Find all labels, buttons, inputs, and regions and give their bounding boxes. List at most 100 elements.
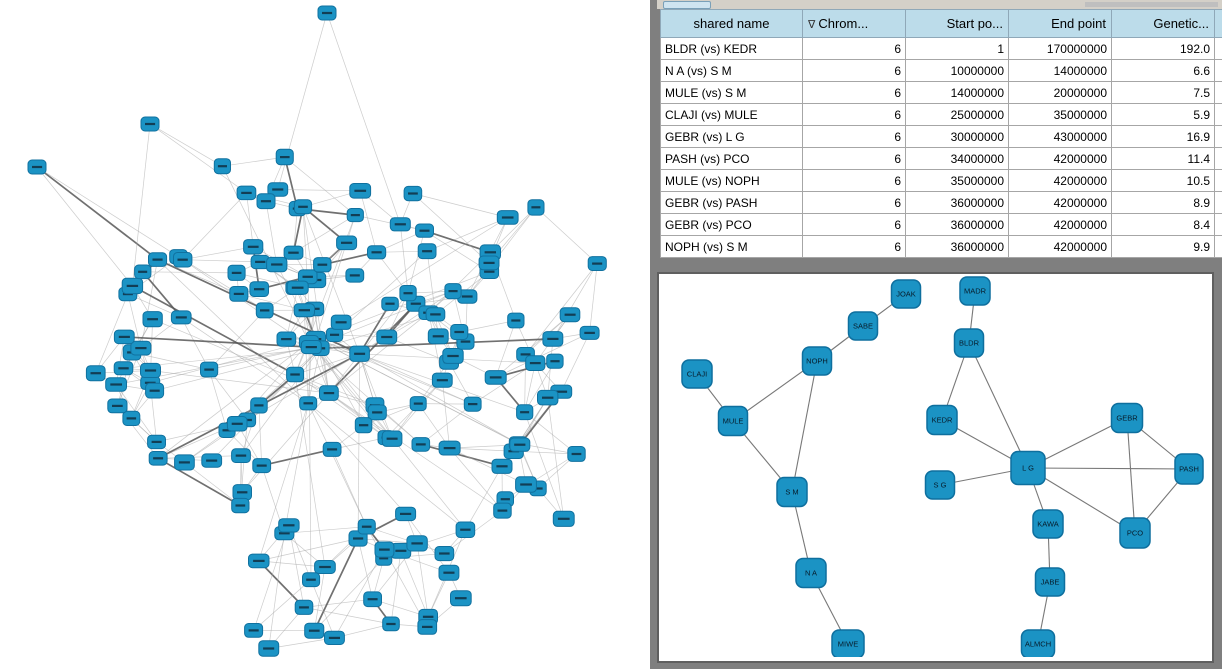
network-node[interactable]	[256, 193, 276, 210]
network-node[interactable]	[304, 622, 325, 639]
network-node[interactable]	[134, 264, 152, 280]
network-node[interactable]	[491, 458, 513, 474]
network-node[interactable]	[427, 328, 449, 345]
network-node[interactable]	[345, 268, 365, 283]
network-node[interactable]	[231, 497, 250, 514]
network-node[interactable]	[200, 361, 219, 378]
network-node[interactable]	[438, 440, 461, 456]
network-node[interactable]	[417, 619, 438, 635]
subnetwork-node-na[interactable]: N A	[795, 557, 827, 589]
column-header-end-point[interactable]: End point	[1008, 9, 1112, 38]
network-node[interactable]	[411, 437, 431, 452]
column-header-genetic-[interactable]: Genetic...	[1111, 9, 1215, 38]
network-node[interactable]	[140, 362, 161, 378]
subnetwork-node-bldr[interactable]: BLDR	[953, 328, 985, 358]
subnetwork-node-lg[interactable]: L G	[1010, 450, 1046, 486]
network-node[interactable]	[322, 441, 342, 457]
subnetwork-node-pash[interactable]: PASH	[1174, 453, 1204, 485]
network-node[interactable]	[294, 599, 314, 615]
network-node[interactable]	[587, 256, 607, 272]
network-node[interactable]	[250, 397, 268, 414]
network-node[interactable]	[145, 382, 165, 399]
network-node[interactable]	[148, 451, 168, 466]
network-node[interactable]	[425, 307, 446, 322]
table-row[interactable]: PASH (vs) PCO 6 34000000 42000000 11.4	[660, 147, 1222, 170]
subnetwork-node-joak[interactable]: JOAK	[890, 279, 922, 309]
network-node[interactable]	[357, 518, 376, 535]
subnetwork-node-sabe[interactable]: SABE	[847, 311, 879, 341]
network-node[interactable]	[442, 348, 464, 364]
network-node[interactable]	[174, 454, 195, 471]
network-node[interactable]	[478, 255, 500, 271]
network-node[interactable]	[559, 307, 581, 323]
network-node[interactable]	[525, 355, 546, 372]
network-node[interactable]	[232, 484, 252, 501]
network-node[interactable]	[367, 245, 387, 260]
network-node[interactable]	[267, 182, 289, 197]
network-node[interactable]	[299, 396, 318, 411]
network-node[interactable]	[381, 296, 399, 311]
network-node[interactable]	[579, 325, 600, 340]
subnetwork-node-noph[interactable]: NOPH	[801, 346, 833, 376]
network-node[interactable]	[170, 310, 192, 325]
subnetwork-node-gebr[interactable]: GEBR	[1110, 402, 1144, 434]
network-node[interactable]	[227, 264, 246, 281]
network-node[interactable]	[326, 327, 344, 343]
network-node[interactable]	[367, 404, 387, 421]
network-node[interactable]	[229, 286, 249, 302]
network-node[interactable]	[354, 417, 373, 434]
network-node[interactable]	[515, 476, 537, 493]
subnetwork-node-mule[interactable]: MULE	[717, 405, 749, 437]
network-node[interactable]	[27, 159, 47, 175]
subnetwork-node-miwe[interactable]: MIWE	[831, 629, 865, 659]
network-node[interactable]	[349, 345, 370, 362]
network-node[interactable]	[276, 331, 297, 347]
network-node[interactable]	[434, 546, 455, 562]
network-node[interactable]	[130, 340, 152, 356]
network-node[interactable]	[286, 366, 305, 383]
column-header-start-po-[interactable]: Start po...	[905, 9, 1009, 38]
network-node[interactable]	[113, 361, 134, 376]
network-node[interactable]	[509, 437, 531, 452]
network-node[interactable]	[493, 502, 512, 519]
network-node[interactable]	[546, 353, 564, 369]
network-node[interactable]	[140, 116, 160, 132]
network-node[interactable]	[374, 541, 395, 558]
network-node[interactable]	[85, 365, 106, 382]
network-node[interactable]	[213, 158, 232, 175]
table-row[interactable]: BLDR (vs) KEDR 6 1 170000000 192.0	[660, 37, 1222, 60]
network-node[interactable]	[173, 252, 193, 268]
network-node[interactable]	[201, 453, 223, 468]
table-row[interactable]: N A (vs) S M 6 10000000 14000000 6.6	[660, 59, 1222, 82]
network-node[interactable]	[537, 389, 559, 406]
network-node[interactable]	[122, 410, 141, 426]
network-node[interactable]	[243, 239, 264, 255]
network-node[interactable]	[450, 324, 469, 340]
network-node[interactable]	[226, 416, 248, 432]
network-node[interactable]	[409, 396, 427, 412]
network-node[interactable]	[463, 396, 482, 412]
column-header-chrom-[interactable]: ∇ Chrom...	[802, 9, 906, 38]
subnetwork-node-claji[interactable]: CLAJI	[681, 359, 713, 389]
network-node[interactable]	[417, 243, 437, 260]
network-node[interactable]	[349, 183, 372, 199]
subnetwork-node-madr[interactable]: MADR	[959, 276, 991, 306]
network-node[interactable]	[278, 518, 300, 533]
network-node[interactable]	[330, 314, 352, 330]
network-node[interactable]	[293, 303, 316, 318]
network-node[interactable]	[567, 446, 586, 462]
column-header-shared-name[interactable]: shared name	[660, 9, 803, 38]
network-node[interactable]	[300, 340, 322, 355]
table-row[interactable]: MULE (vs) S M 6 14000000 20000000 7.5	[660, 81, 1222, 104]
network-node[interactable]	[258, 640, 280, 657]
network-node[interactable]	[507, 312, 525, 329]
network-node[interactable]	[484, 370, 507, 385]
subnetwork-node-pco[interactable]: PCO	[1119, 517, 1151, 549]
network-node[interactable]	[313, 257, 332, 273]
network-node[interactable]	[496, 210, 519, 225]
network-node[interactable]	[324, 630, 345, 646]
network-node[interactable]	[249, 281, 269, 298]
network-node[interactable]	[516, 404, 534, 421]
network-node[interactable]	[406, 535, 428, 552]
network-node[interactable]	[438, 564, 460, 581]
